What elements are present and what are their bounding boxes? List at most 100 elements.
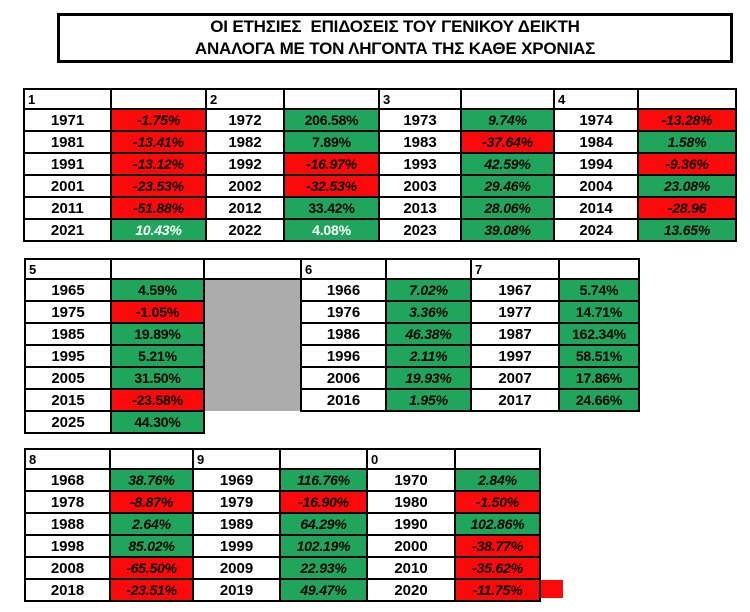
spacer-cell bbox=[204, 389, 301, 411]
year-cell: 2019 bbox=[192, 578, 281, 602]
year-cell: 2017 bbox=[470, 388, 560, 412]
return-cell: -1.75% bbox=[110, 108, 207, 132]
return-cell: 7.89% bbox=[283, 130, 380, 154]
table-row: 1968 38.76% 1969 116.76% 1970 2.84% bbox=[24, 468, 541, 492]
return-cell: 44.30% bbox=[110, 410, 205, 434]
return-cell: -11.75% bbox=[454, 578, 541, 602]
year-cell: 2000 bbox=[366, 534, 456, 558]
return-cell: 3.36% bbox=[385, 300, 472, 324]
year-cell: 2025 bbox=[24, 410, 112, 434]
header-empty-cell bbox=[454, 448, 541, 470]
return-cell: -9.36% bbox=[637, 152, 737, 176]
return-cell: 23.08% bbox=[637, 174, 737, 198]
return-cell: 206.58% bbox=[283, 108, 380, 132]
ending-digit-header: 2 bbox=[205, 88, 285, 110]
year-cell: 1971 bbox=[23, 108, 112, 132]
header-empty-cell bbox=[558, 258, 640, 280]
page-subtitle: ΑΝΑΛΟΓΑ ΜΕ ΤΟΝ ΛΗΓΟΝΤΑ ΤΗΣ ΚΑΘΕ ΧΡΟΝΙΑΣ bbox=[194, 39, 596, 58]
year-cell: 1997 bbox=[470, 344, 560, 368]
spacer-cell bbox=[204, 323, 301, 345]
return-cell: 46.38% bbox=[385, 322, 472, 346]
ending-digit-header: 6 bbox=[300, 258, 387, 280]
return-cell: -23.53% bbox=[110, 174, 207, 198]
void-cell bbox=[301, 411, 386, 433]
return-cell: -38.77% bbox=[454, 534, 541, 558]
table-row: 2021 10.43% 2022 4.08% 2023 39.08% 2024 13.65% bbox=[23, 218, 737, 242]
year-cell: 1990 bbox=[366, 512, 456, 536]
year-cell: 2005 bbox=[24, 366, 112, 390]
year-cell: 2007 bbox=[470, 366, 560, 390]
header-empty-cell bbox=[460, 88, 555, 110]
year-cell: 2018 bbox=[24, 578, 111, 602]
return-cell: 17.86% bbox=[558, 366, 640, 390]
spacer-cell bbox=[204, 367, 301, 389]
year-cell: 2011 bbox=[23, 196, 112, 220]
table-row: 1991 -13.12% 1992 -16.97% 1993 42.59% 1994 -9.3… bbox=[23, 152, 737, 176]
decade-table-1-4: 1 2 3 4 1971 -1.75% 1972 206.58% 1973 9.74% 1974 -1… bbox=[23, 88, 737, 242]
ending-digit-header: 3 bbox=[378, 88, 462, 110]
decade-table-5-7: 5 6 7 1965 4.59% 1966 7.02% 1967 5.74% 1975 -1.05%… bbox=[24, 258, 640, 434]
ending-digit-header: 9 bbox=[192, 448, 281, 470]
return-cell: 116.76% bbox=[279, 468, 368, 492]
year-cell: 1982 bbox=[205, 130, 285, 154]
table-row: 1978 -8.87% 1979 -16.90% 1980 -1.50% bbox=[24, 490, 541, 514]
year-cell: 2002 bbox=[205, 174, 285, 198]
return-cell: 58.51% bbox=[558, 344, 640, 368]
return-cell: 33.42% bbox=[283, 196, 380, 220]
return-cell: 102.19% bbox=[279, 534, 368, 558]
return-cell: -16.90% bbox=[279, 490, 368, 514]
return-cell: 29.46% bbox=[460, 174, 555, 198]
table-row: 1988 2.64% 1989 64.29% 1990 102.86% bbox=[24, 512, 541, 536]
return-cell: -16.97% bbox=[283, 152, 380, 176]
header-empty-cell bbox=[637, 88, 737, 110]
return-cell: 4.08% bbox=[283, 218, 380, 242]
year-cell: 1976 bbox=[300, 300, 387, 324]
return-cell: 13.65% bbox=[637, 218, 737, 242]
ending-digit-header: 5 bbox=[24, 258, 112, 280]
return-cell: 19.93% bbox=[385, 366, 472, 390]
table-row: 1971 -1.75% 1972 206.58% 1973 9.74% 1974 -13.28… bbox=[23, 108, 737, 132]
year-cell: 2003 bbox=[378, 174, 462, 198]
year-cell: 1973 bbox=[378, 108, 462, 132]
return-cell: -65.50% bbox=[109, 556, 194, 580]
return-cell: -1.50% bbox=[454, 490, 541, 514]
year-cell: 1965 bbox=[24, 278, 112, 302]
year-cell: 1996 bbox=[300, 344, 387, 368]
return-cell: -13.12% bbox=[110, 152, 207, 176]
table-row: 1975 -1.05% 1976 3.36% 1977 14.71% bbox=[24, 300, 640, 324]
ending-digit-header: 1 bbox=[23, 88, 112, 110]
void-cell bbox=[386, 411, 471, 433]
return-cell: -32.53% bbox=[283, 174, 380, 198]
return-cell: 1.95% bbox=[385, 388, 472, 412]
year-cell: 1972 bbox=[205, 108, 285, 132]
return-cell: 28.06% bbox=[460, 196, 555, 220]
return-cell: 4.59% bbox=[110, 278, 205, 302]
spacer-cell bbox=[204, 345, 301, 367]
year-cell: 2009 bbox=[192, 556, 281, 580]
spacer-cell bbox=[204, 279, 301, 301]
table-row: 1995 5.21% 1996 2.11% 1997 58.51% bbox=[24, 344, 640, 368]
year-cell: 2022 bbox=[205, 218, 285, 242]
table-row: 2005 31.50% 2006 19.93% 2007 17.86% bbox=[24, 366, 640, 390]
table-row: 2025 44.30% bbox=[24, 410, 639, 434]
return-cell: 1.58% bbox=[637, 130, 737, 154]
year-cell: 1989 bbox=[192, 512, 281, 536]
decade-table-8-9-0: 8 9 0 1968 38.76% 1969 116.76% 1970 2.84% 1978 -8.… bbox=[24, 448, 541, 602]
return-cell: 38.76% bbox=[109, 468, 194, 492]
return-cell: -28.96 bbox=[637, 196, 737, 220]
return-cell: 31.50% bbox=[110, 366, 205, 390]
year-cell: 2008 bbox=[24, 556, 111, 580]
cell-fill-overflow bbox=[536, 580, 563, 598]
year-cell: 2006 bbox=[300, 366, 387, 390]
year-cell: 1979 bbox=[192, 490, 281, 514]
year-cell: 1994 bbox=[553, 152, 639, 176]
year-cell: 2021 bbox=[23, 218, 112, 242]
return-cell: 19.89% bbox=[110, 322, 205, 346]
return-cell: 10.43% bbox=[110, 218, 207, 242]
return-cell: 2.64% bbox=[109, 512, 194, 536]
void-cell bbox=[559, 411, 639, 433]
year-cell: 2013 bbox=[378, 196, 462, 220]
year-cell: 1968 bbox=[24, 468, 111, 492]
return-cell: -37.64% bbox=[460, 130, 555, 154]
